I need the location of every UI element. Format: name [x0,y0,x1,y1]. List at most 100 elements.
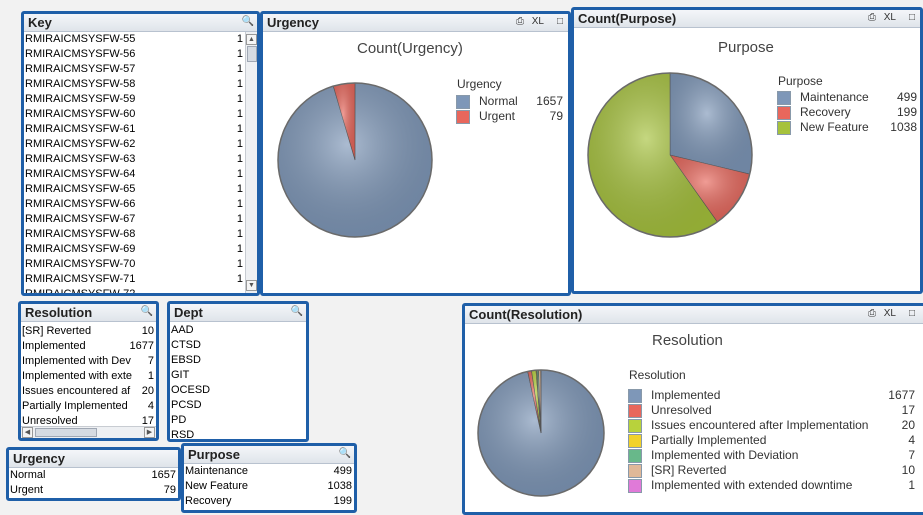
legend-swatch [628,464,642,478]
list-item-count: 1 [237,227,243,242]
dept-listbox-caption: Dept 🔍 [170,304,306,322]
urgency-chart-box: Urgency ⎙ XL □ Count(Urgency) Urgency No… [260,11,571,296]
xl-export-icon[interactable]: XL [884,308,896,319]
list-item-label: RSD [171,428,194,442]
list-item-label: Partially Implemented [22,399,128,414]
list-item-label: RMIRAICMSYSFW-71 [25,272,135,287]
list-item[interactable]: RMIRAICMSYSFW-71 1 [24,272,245,287]
list-item[interactable]: RSD [170,428,306,442]
maximize-icon[interactable]: □ [909,12,915,23]
list-item-label: EBSD [171,353,201,368]
search-icon[interactable]: 🔍 [141,306,153,317]
urgency-listbox-title: Urgency [13,451,65,466]
scroll-right-icon[interactable]: ▶ [144,427,155,438]
legend-value: 499 [897,90,917,104]
list-item-count: 1 [237,77,243,92]
list-item-count: 1 [237,32,243,47]
list-item-count: 1677 [130,339,154,354]
print-icon[interactable]: ⎙ [868,308,876,319]
list-item-label: [SR] Reverted [22,324,91,339]
legend-swatch [628,404,642,418]
search-icon[interactable]: 🔍 [339,448,351,459]
list-item-count: 1 [237,107,243,122]
list-item-label: AAD [171,323,194,338]
maximize-icon[interactable]: □ [909,308,915,319]
print-icon[interactable]: ⎙ [516,16,524,27]
urgency-legend-title: Urgency [457,77,502,91]
list-item[interactable]: AAD [170,323,306,338]
resolution-legend-title: Resolution [629,368,686,382]
legend-label: Issues encountered after Implementation [651,418,868,432]
resolution-pie[interactable] [465,324,615,514]
dept-listbox-title: Dept [174,305,203,320]
vertical-scrollbar[interactable]: ▲ ▼ [245,32,257,293]
list-item[interactable]: GIT [170,368,306,383]
list-item[interactable]: CTSD [170,338,306,353]
list-item-count: 1 [237,272,243,287]
scroll-left-icon[interactable]: ◀ [22,427,33,438]
list-item-count: 79 [164,483,176,498]
list-item-count: 1 [237,167,243,182]
list-item[interactable]: PCSD [170,398,306,413]
legend-swatch [628,449,642,463]
resolution-listbox-caption: Resolution 🔍 [21,304,156,322]
legend-value: 79 [550,109,563,123]
urgency-pie[interactable] [263,32,571,292]
horizontal-scrollbar[interactable]: ◀ ▶ [21,426,156,438]
search-icon[interactable]: 🔍 [291,306,303,317]
maximize-icon[interactable]: □ [557,16,563,27]
list-item[interactable]: PD [170,413,306,428]
legend-swatch [777,121,791,135]
print-icon[interactable]: ⎙ [868,12,876,23]
list-item-label: RMIRAICMSYSFW-56 [25,47,135,62]
scroll-up-icon[interactable]: ▲ [246,34,257,45]
scroll-down-icon[interactable]: ▼ [246,280,257,291]
legend-value: 7 [908,448,915,462]
xl-export-icon[interactable]: XL [884,12,896,23]
legend-swatch [777,106,791,120]
purpose-pie[interactable] [574,28,923,293]
list-item[interactable]: RMIRAICMSYSFW-72 [24,287,245,296]
list-item[interactable]: OCESD [170,383,306,398]
list-item[interactable]: EBSD [170,353,306,368]
legend-value: 199 [897,105,917,119]
scroll-thumb[interactable] [35,428,97,437]
search-icon[interactable]: 🔍 [242,16,254,27]
legend-value: 20 [902,418,915,432]
legend-swatch [628,419,642,433]
xl-export-icon[interactable]: XL [532,16,544,27]
scroll-thumb[interactable] [247,46,257,62]
list-item-count: 1 [237,257,243,272]
list-item-count: 199 [334,494,352,509]
